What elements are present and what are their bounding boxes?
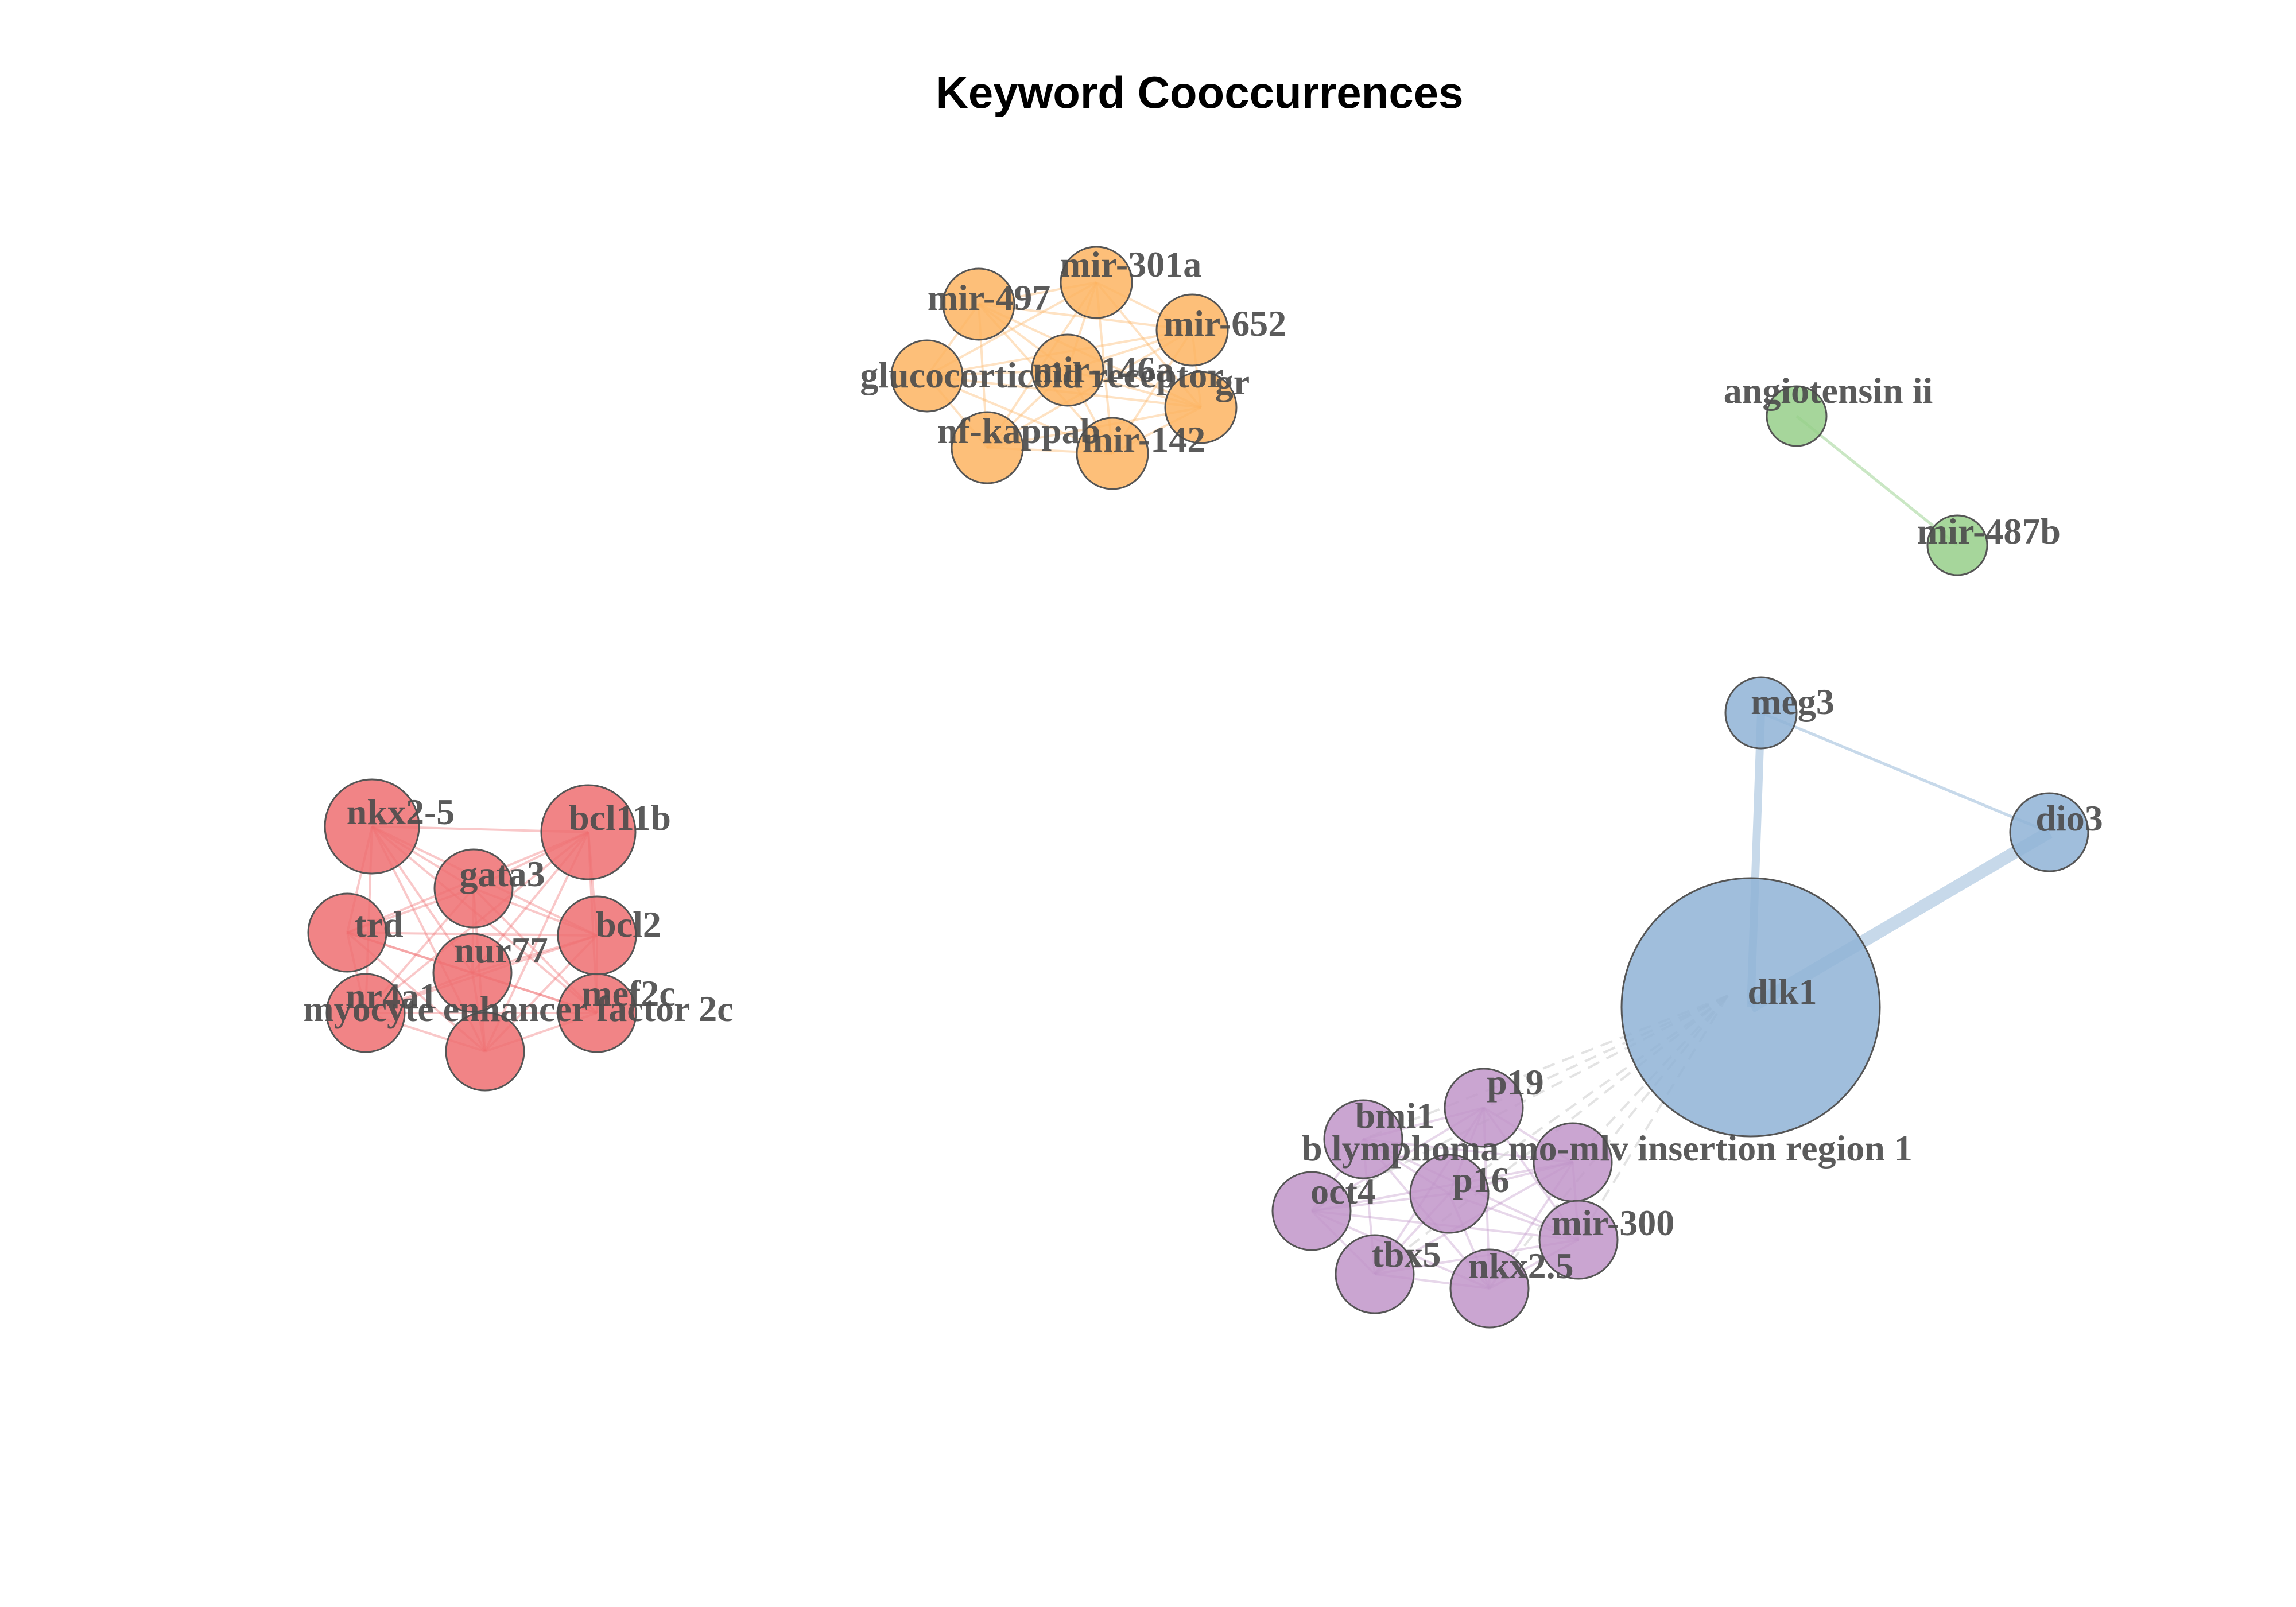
node-mir-497 [942,267,1015,341]
node-tbx5 [1335,1234,1415,1314]
node-mir-142 [1076,417,1149,490]
label-oct4: oct4 [1310,1171,1376,1212]
node-mir-652 [1155,293,1229,367]
chart-title: Keyword Cooccurrences [936,67,1464,118]
label-meg3: meg3 [1751,681,1835,722]
label-nkx2-5: nkx2-5 [347,791,455,832]
label-mef2c: mef2c [581,973,675,1014]
node-nf-kappab [951,411,1024,484]
label-mir-301a: mir-301a [1060,244,1201,285]
node-mir-301a [1060,246,1133,319]
label-dlk1: dlk1 [1748,971,1817,1012]
node-meg3 [1724,676,1798,750]
nodes-layer [307,246,2089,1329]
node-p19 [1444,1068,1524,1148]
label-bcl2: bcl2 [596,904,661,945]
edge-dlk1-p16 [1448,995,1729,1195]
edge-meg3-dio3 [1760,711,2050,834]
node-mir-487b [1926,514,1988,576]
node-bcl11b [540,784,637,880]
label-nur77: nur77 [454,930,548,971]
label-gata3: gata3 [459,853,545,894]
node-glucocorticoid-receptor [890,339,964,413]
label-myocyte-enhancer-factor-2c: myocyte enhancer factor 2c [303,988,733,1029]
label-mir-497: mir-497 [928,277,1050,318]
node-dio3 [2009,792,2089,872]
node-mir-146a [1031,333,1104,407]
node-bmi1 [1323,1099,1403,1179]
edge-angiotensin-ii-mir-487b [1795,415,1958,546]
node-p16 [1409,1154,1490,1234]
label-tbx5: tbx5 [1372,1234,1441,1275]
label-p19: p19 [1487,1062,1544,1103]
label-p16: p16 [1452,1159,1510,1200]
label-nkx2-5: nkx2.5 [1468,1245,1573,1286]
label-trd: trd [354,904,403,945]
node-nr4a1 [325,973,406,1053]
label-nf-kappab: nf-kappab [937,410,1101,451]
label-mir-487b: mir-487b [1917,511,2061,552]
label-nr4a1: nr4a1 [346,976,437,1016]
node-trd [307,892,387,973]
node-angiotensin-ii [1766,385,1828,447]
label-mir-300: mir-300 [1552,1202,1674,1243]
label-bcl11b: bcl11b [569,797,671,838]
node-oct4 [1271,1171,1352,1251]
node-mef2c [557,973,637,1053]
node-dlk1 [1620,877,1881,1138]
label-b-lymphoma-mo-mlv-insertion-region-1: b lymphoma mo-mlv insertion region 1 [1302,1128,1913,1169]
node-mir-300 [1538,1200,1619,1280]
label-gr: gr [1215,362,1250,402]
label-dio3: dio3 [2035,798,2103,839]
node-gata3 [433,848,514,929]
label-mir-142: mir-142 [1083,419,1205,460]
node-myocyte-enhancer-factor-2c [445,1011,525,1092]
node-gr [1164,371,1238,444]
label-mir-146a: mir-146a [1033,349,1174,390]
node-nkx2-5 [1449,1248,1530,1329]
label-glucocorticoid-receptor: glucocorticoid receptor [860,355,1223,395]
node-nur77 [432,933,513,1013]
label-bmi1: bmi1 [1355,1095,1435,1136]
label-angiotensin-ii: angiotensin ii [1724,370,1933,411]
node-nkx2-5 [324,778,420,875]
label-mir-652: mir-652 [1163,303,1286,344]
